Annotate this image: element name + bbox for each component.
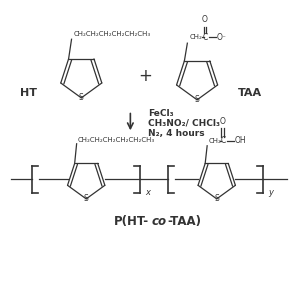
Text: x: x bbox=[145, 188, 150, 198]
Text: OH: OH bbox=[235, 136, 246, 145]
Text: CH₂CH₂CH₂CH₂CH₂CH₃: CH₂CH₂CH₂CH₂CH₂CH₃ bbox=[74, 31, 151, 37]
Text: P(HT-: P(HT- bbox=[114, 215, 149, 228]
Text: CH₂: CH₂ bbox=[208, 138, 221, 144]
Text: HT: HT bbox=[20, 88, 37, 98]
Text: +: + bbox=[138, 67, 152, 85]
Text: O: O bbox=[202, 15, 208, 24]
Text: C: C bbox=[202, 33, 208, 42]
Text: co: co bbox=[152, 215, 167, 228]
Text: S: S bbox=[195, 95, 199, 104]
Text: y: y bbox=[268, 188, 273, 198]
Text: S: S bbox=[79, 93, 84, 102]
Text: N₂, 4 hours: N₂, 4 hours bbox=[148, 129, 205, 138]
Text: S: S bbox=[214, 194, 219, 203]
Text: O⁻: O⁻ bbox=[217, 33, 227, 42]
Text: CH₂: CH₂ bbox=[189, 34, 202, 40]
Text: FeCl₃: FeCl₃ bbox=[148, 109, 174, 118]
Text: -TAA): -TAA) bbox=[168, 215, 202, 228]
Text: C: C bbox=[220, 136, 225, 145]
Text: S: S bbox=[84, 194, 89, 203]
Text: CH₃NO₂/ CHCl₃: CH₃NO₂/ CHCl₃ bbox=[148, 119, 220, 128]
Text: TAA: TAA bbox=[238, 88, 262, 98]
Text: CH₂CH₂CH₂CH₂CH₂CH₃: CH₂CH₂CH₂CH₂CH₂CH₃ bbox=[78, 137, 155, 143]
Text: O: O bbox=[220, 117, 226, 126]
